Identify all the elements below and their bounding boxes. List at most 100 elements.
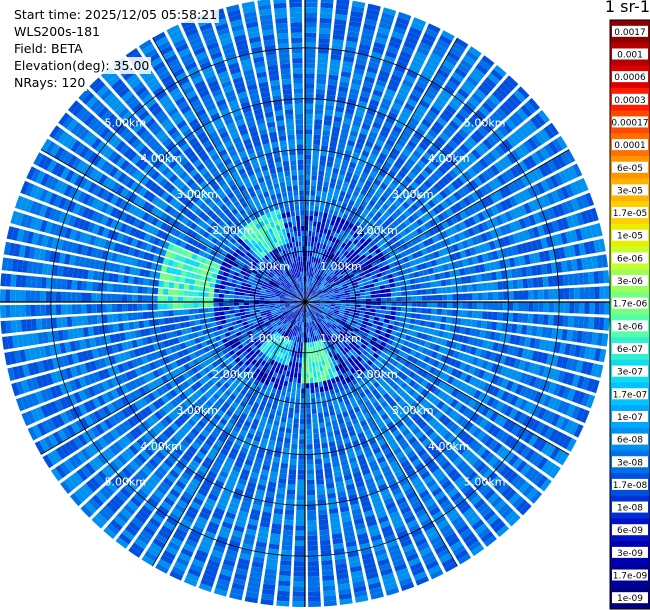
ray-bin xyxy=(406,267,413,274)
ray-bin xyxy=(348,342,355,349)
ray-bin xyxy=(143,481,155,492)
ray-bin xyxy=(398,275,405,281)
ray-bin xyxy=(396,139,406,148)
ray-bin xyxy=(356,485,367,493)
ray-bin xyxy=(414,108,425,118)
ray-bin xyxy=(272,314,278,319)
ray-bin xyxy=(576,330,584,343)
ray-bin xyxy=(333,354,339,361)
ray-bin xyxy=(436,519,449,530)
ray-bin xyxy=(306,286,308,292)
ray-bin xyxy=(237,417,245,425)
ray-bin xyxy=(143,373,152,383)
ray-bin xyxy=(421,424,431,433)
ray-bin xyxy=(55,414,65,427)
ray-bin xyxy=(349,291,356,295)
ray-bin xyxy=(318,293,324,297)
ray-bin xyxy=(486,135,497,147)
ray-bin xyxy=(112,413,122,424)
ray-bin xyxy=(347,392,354,400)
ray-bin xyxy=(291,361,296,368)
ray-bin xyxy=(333,162,341,170)
ray-bin xyxy=(358,43,371,51)
ray-bin xyxy=(307,271,310,277)
ray-bin xyxy=(446,375,455,385)
ray-bin xyxy=(528,290,534,300)
ray-bin xyxy=(320,201,326,208)
ray-bin xyxy=(385,88,396,97)
ray-bin xyxy=(292,319,296,325)
ray-bin xyxy=(134,538,148,550)
ray-bin xyxy=(413,481,425,491)
ray-bin xyxy=(163,458,174,468)
ray-bin xyxy=(330,344,336,351)
ray-bin xyxy=(337,339,343,346)
ray-bin xyxy=(430,244,438,252)
ray-bin xyxy=(318,211,324,218)
ray-bin xyxy=(311,408,317,414)
ray-bin xyxy=(332,285,338,290)
ray-bin xyxy=(379,266,386,273)
ray-bin xyxy=(368,384,376,392)
ray-bin xyxy=(314,382,319,388)
ray-bin xyxy=(318,417,325,424)
ray-bin xyxy=(300,311,303,317)
ray-bin xyxy=(244,533,256,541)
ray-bin xyxy=(272,349,278,355)
ray-bin xyxy=(466,470,478,482)
ray-bin xyxy=(341,464,350,471)
ray-bin xyxy=(340,320,346,325)
ray-bin xyxy=(309,297,315,301)
ray-bin xyxy=(401,130,412,139)
ray-bin xyxy=(316,280,320,286)
ray-bin xyxy=(437,249,445,257)
ray-bin xyxy=(315,312,321,317)
ray-bin xyxy=(346,337,353,343)
ray-bin xyxy=(242,350,249,357)
ray-bin xyxy=(420,224,428,233)
ray-bin xyxy=(402,543,415,553)
ray-bin xyxy=(108,415,118,427)
ray-bin xyxy=(238,451,247,459)
ray-bin xyxy=(337,174,345,181)
ray-bin xyxy=(329,333,334,339)
ray-bin xyxy=(401,302,407,307)
ray-bin xyxy=(268,326,274,331)
ray-bin xyxy=(227,356,234,363)
ray-bin xyxy=(185,572,200,582)
ray-bin xyxy=(319,294,325,298)
ray-bin xyxy=(325,250,330,257)
ray-bin xyxy=(347,363,353,370)
ray-bin xyxy=(339,169,347,176)
ray-bin xyxy=(210,430,220,439)
ray-bin xyxy=(204,568,218,578)
ray-bin xyxy=(340,242,347,249)
ray-bin xyxy=(264,329,270,334)
ray-bin xyxy=(297,305,302,310)
ray-bin xyxy=(315,324,319,330)
ray-bin xyxy=(521,348,529,359)
ray-bin xyxy=(84,445,96,458)
ray-bin xyxy=(481,101,494,114)
ray-bin xyxy=(83,401,93,413)
ray-bin xyxy=(403,235,411,243)
ray-bin xyxy=(320,432,327,439)
ray-bin xyxy=(360,323,367,329)
ray-bin xyxy=(276,333,282,340)
ray-bin xyxy=(437,179,447,189)
ray-bin xyxy=(445,124,457,135)
ray-bin xyxy=(444,483,456,494)
ray-bin xyxy=(335,408,342,415)
ray-bin xyxy=(312,246,317,253)
ray-bin xyxy=(356,241,362,248)
ray-bin xyxy=(356,355,363,362)
ray-bin xyxy=(464,374,473,384)
ray-bin xyxy=(307,306,311,311)
ray-bin xyxy=(400,251,407,258)
ray-bin xyxy=(473,498,486,510)
ray-bin xyxy=(289,329,293,335)
ray-bin xyxy=(292,308,298,312)
ray-bin xyxy=(555,233,563,246)
ray-bin xyxy=(448,235,457,244)
ray-bin xyxy=(518,255,526,266)
